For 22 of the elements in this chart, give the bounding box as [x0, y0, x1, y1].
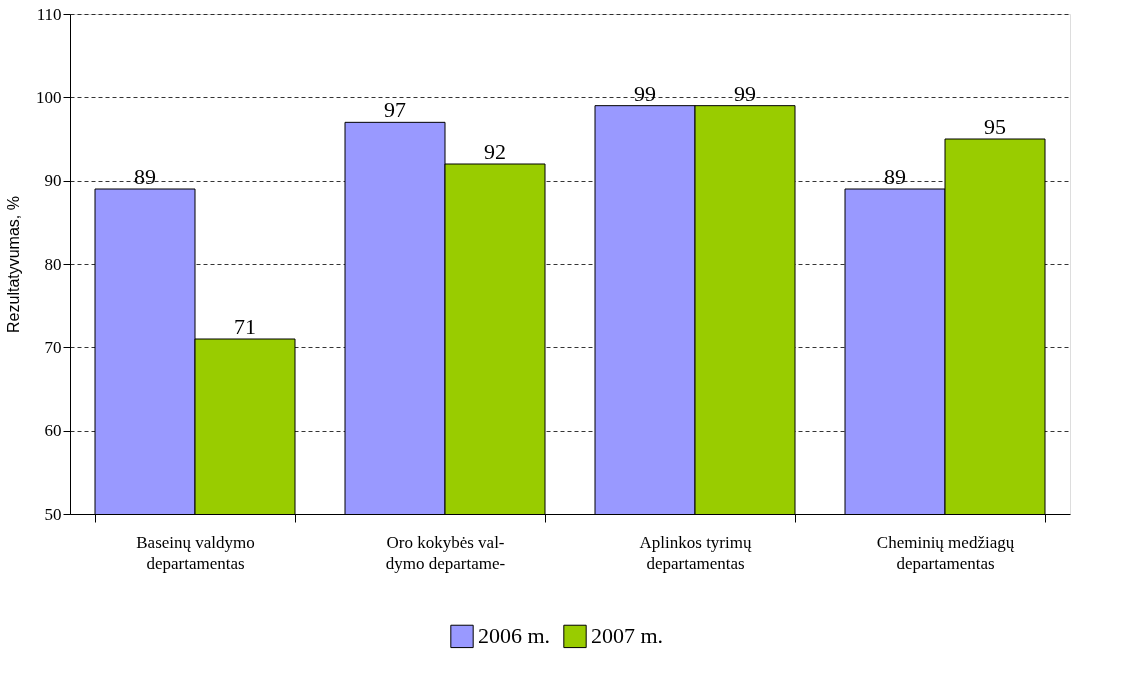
y-tick-label: 90 [44, 171, 62, 191]
data-label: 71 [234, 314, 256, 339]
data-label: 92 [484, 139, 506, 164]
x-tick-label: Baseinų valdymo departamentas [136, 532, 255, 573]
x-tick-label: Aplinkos tyrimų departamentas [639, 532, 752, 573]
x-tick-label: Oro kokybės val- dymo departame- [385, 532, 506, 573]
data-label: 99 [734, 80, 756, 106]
data-label: 89 [134, 164, 156, 189]
legend-label: 2007 m. [591, 623, 664, 649]
y-tick-label: 80 [44, 254, 62, 274]
x-tick-label: Cheminių medžiagų departamentas [876, 532, 1015, 573]
y-tick-label: 60 [44, 421, 62, 441]
y-tick-label: 100 [36, 87, 62, 107]
data-label: 99 [634, 80, 656, 106]
data-label: 95 [984, 114, 1006, 139]
data-label: 97 [384, 97, 406, 123]
y-tick-label: 50 [44, 504, 62, 524]
legend-label: 2006 m. [478, 623, 551, 649]
data-label: 89 [884, 164, 906, 189]
y-tick-label: 110 [36, 4, 62, 24]
y-tick-label: 70 [44, 337, 62, 357]
y-axis-title: Rezultatyvumas, % [5, 196, 22, 333]
